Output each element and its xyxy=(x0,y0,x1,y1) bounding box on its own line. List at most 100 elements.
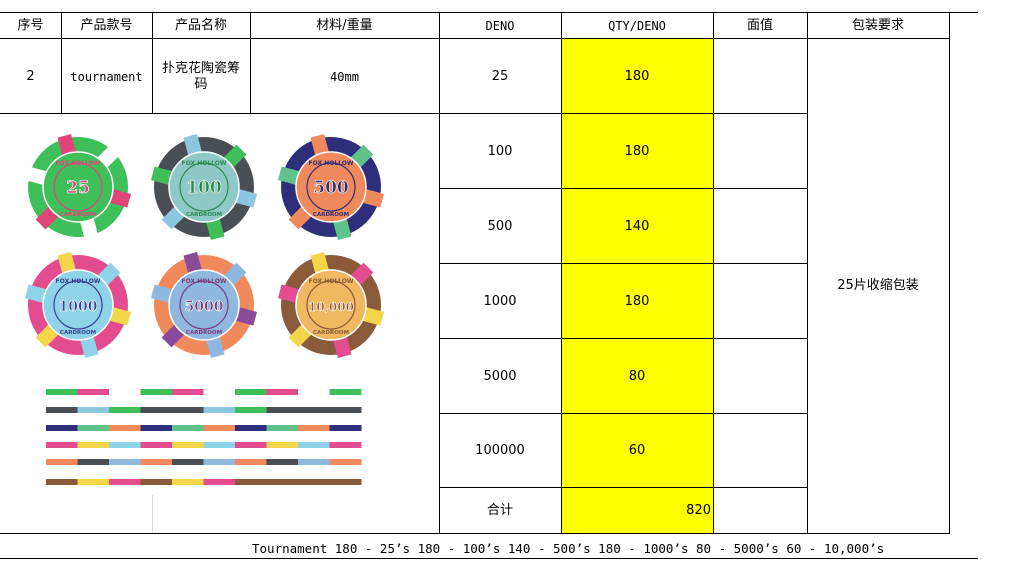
edge-strip-segment xyxy=(298,442,330,448)
edge-strip-segment xyxy=(329,442,362,448)
edge-strip-segment xyxy=(172,425,204,431)
header-qty-deno: QTY/DENO xyxy=(608,19,666,33)
edge-strip-segment xyxy=(329,389,362,395)
edge-strip-segment xyxy=(77,407,110,413)
chip-edge-spot xyxy=(310,251,329,274)
chip-image: 10,000 FOX HOLLOW CARDROOM xyxy=(277,251,385,359)
chip-edge-spot xyxy=(277,166,300,185)
chip-edge-spot xyxy=(97,262,121,286)
chip-edge-spot xyxy=(288,324,312,348)
qty-cell: 180 xyxy=(624,293,650,309)
total-label: 合计 xyxy=(486,502,513,518)
chip-brand-bottom: CARDROOM xyxy=(186,330,222,336)
qty-cell: 80 xyxy=(628,368,646,384)
edge-strip-segment xyxy=(235,389,267,395)
chip-edge-spot xyxy=(24,166,47,185)
edge-strip-segment xyxy=(203,389,236,395)
chip-edge-spot xyxy=(223,144,247,168)
chip-value-label: 10,000 xyxy=(308,300,354,314)
qty-cell: 140 xyxy=(624,218,650,234)
chip-edge-spot xyxy=(161,206,185,230)
chip-image: 25 FOX HOLLOW CARDROOM xyxy=(24,133,132,241)
qty-cell: 60 xyxy=(628,443,646,458)
qty-cell: 180 xyxy=(624,68,650,84)
header-product-name: 产品名称 xyxy=(174,18,227,33)
grid-line xyxy=(250,12,251,114)
header-face-value: 面值 xyxy=(746,18,773,33)
edge-strip-segment xyxy=(46,425,78,431)
edge-strip-segment xyxy=(77,459,110,465)
deno-cell: 1000 xyxy=(483,293,517,309)
chip-edge-spot xyxy=(150,284,173,303)
edge-strip-segment xyxy=(203,425,236,431)
qty-highlight xyxy=(561,39,713,533)
chip-edge-spot xyxy=(183,133,202,156)
chip-edge-spot xyxy=(161,324,185,348)
grid-line xyxy=(61,12,62,114)
chip-edge-spot xyxy=(235,189,258,208)
grid-line xyxy=(0,558,978,559)
edge-strip-segment xyxy=(235,442,267,448)
edge-strip-segment xyxy=(46,459,78,465)
edge-strip-segment xyxy=(109,425,141,431)
edge-strip-segment xyxy=(172,442,204,448)
deno-cell: 100000 xyxy=(475,443,525,458)
chip-edge-spot xyxy=(80,218,99,241)
edge-strip-segment xyxy=(109,442,141,448)
product-material-weight: 40mm xyxy=(330,69,359,84)
grid-line xyxy=(0,38,950,39)
edge-strip-segment xyxy=(77,425,110,431)
edge-strip xyxy=(46,442,362,448)
deno-cell: 500 xyxy=(487,218,513,234)
edge-strip-segment xyxy=(140,389,173,395)
qty-cell: 180 xyxy=(624,143,650,159)
grid-line xyxy=(439,338,807,339)
edge-strip-segment xyxy=(266,479,299,485)
edge-strip-segment xyxy=(172,459,204,465)
chip-edge-spot xyxy=(310,133,329,156)
chip-inlay xyxy=(42,269,114,341)
edge-strip-segment xyxy=(109,407,141,413)
chip-brand-top: FOX HOLLOW xyxy=(56,278,101,285)
edge-strip-segment xyxy=(140,459,173,465)
edge-strip xyxy=(46,407,362,413)
chip-edge-spot xyxy=(109,307,132,326)
chip-edge-spot xyxy=(288,206,312,230)
chip-edge-spot xyxy=(35,324,59,348)
edge-strip-segment xyxy=(140,407,173,413)
chip-edge-spot xyxy=(277,284,300,303)
header-material-weight: 材料/重量 xyxy=(316,18,373,33)
edge-strip-segment xyxy=(172,479,204,485)
edge-strip-segment xyxy=(77,389,110,395)
edge-strip-segment xyxy=(329,425,362,431)
edge-strip-segment xyxy=(266,407,299,413)
grid-line xyxy=(949,12,950,534)
chip-edge-spot xyxy=(80,336,99,359)
header-deno: DENO xyxy=(485,19,515,33)
chip-value-label: 100 xyxy=(186,178,222,198)
chip-image: 5000 FOX HOLLOW CARDROOM xyxy=(150,251,258,359)
grid-line xyxy=(713,12,714,534)
edge-strip xyxy=(46,459,362,465)
edge-strip-segment xyxy=(203,459,236,465)
chip-brand-bottom: CARDROOM xyxy=(313,212,349,218)
edge-strip-segment xyxy=(46,407,78,413)
grid-line xyxy=(807,12,808,534)
chip-edge-spot xyxy=(97,144,121,168)
edge-strip-segment xyxy=(203,407,236,413)
grid-line xyxy=(152,12,153,114)
edge-strip-segment xyxy=(298,479,330,485)
edge-strip-segment xyxy=(109,479,141,485)
chip-inlay xyxy=(168,269,240,341)
product-no: tournament xyxy=(70,69,143,84)
edge-strip-segment xyxy=(77,479,110,485)
chip-edge-spot xyxy=(333,218,352,241)
edge-strip xyxy=(46,425,362,431)
deno-cell: 5000 xyxy=(483,368,517,384)
chip-edge-spot xyxy=(350,144,374,168)
chip-edge-spot xyxy=(57,133,76,156)
chip-brand-top: FOX HOLLOW xyxy=(309,278,354,285)
product-seq: 2 xyxy=(26,68,35,84)
grid-line xyxy=(439,487,807,488)
